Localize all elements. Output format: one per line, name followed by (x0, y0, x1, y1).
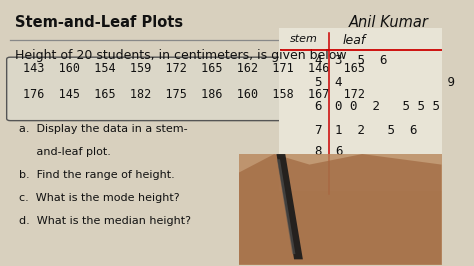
Text: 6: 6 (314, 100, 322, 113)
Text: 0 0  2   5 5 5: 0 0 2 5 5 5 (335, 100, 440, 113)
Text: 176  145  165  182  175  186  160  158  167  172: 176 145 165 182 175 186 160 158 167 172 (23, 88, 365, 101)
Text: 3  5  6: 3 5 6 (335, 54, 388, 67)
Polygon shape (276, 154, 303, 259)
Text: 5: 5 (314, 76, 322, 89)
Text: b.  Find the range of height.: b. Find the range of height. (19, 170, 175, 180)
Text: and-leaf plot.: and-leaf plot. (19, 147, 111, 157)
Text: 6: 6 (335, 145, 343, 158)
Text: c.  What is the mode height?: c. What is the mode height? (19, 193, 180, 203)
Text: d.  What is the median height?: d. What is the median height? (19, 217, 191, 226)
Text: 143  160  154  159  172  165  162  171  146  165: 143 160 154 159 172 165 162 171 146 165 (23, 63, 365, 76)
Text: a.  Display the data in a stem-: a. Display the data in a stem- (19, 124, 188, 134)
Polygon shape (277, 159, 295, 254)
Text: 7: 7 (314, 124, 322, 137)
Text: 4: 4 (314, 54, 322, 67)
Polygon shape (239, 154, 441, 265)
Bar (279, 28, 441, 191)
Text: 1  2   5  6: 1 2 5 6 (335, 124, 418, 137)
Text: 4              9: 4 9 (335, 76, 455, 89)
Bar (239, 154, 441, 265)
Text: Stem-and-Leaf Plots: Stem-and-Leaf Plots (15, 15, 182, 30)
Text: stem: stem (290, 34, 318, 44)
Text: Height of 20 students, in centimeters, is given below: Height of 20 students, in centimeters, i… (15, 49, 346, 62)
Text: 8: 8 (314, 145, 322, 158)
FancyBboxPatch shape (7, 57, 309, 120)
Text: Anil Kumar: Anil Kumar (348, 15, 428, 30)
Text: leaf: leaf (343, 34, 366, 47)
